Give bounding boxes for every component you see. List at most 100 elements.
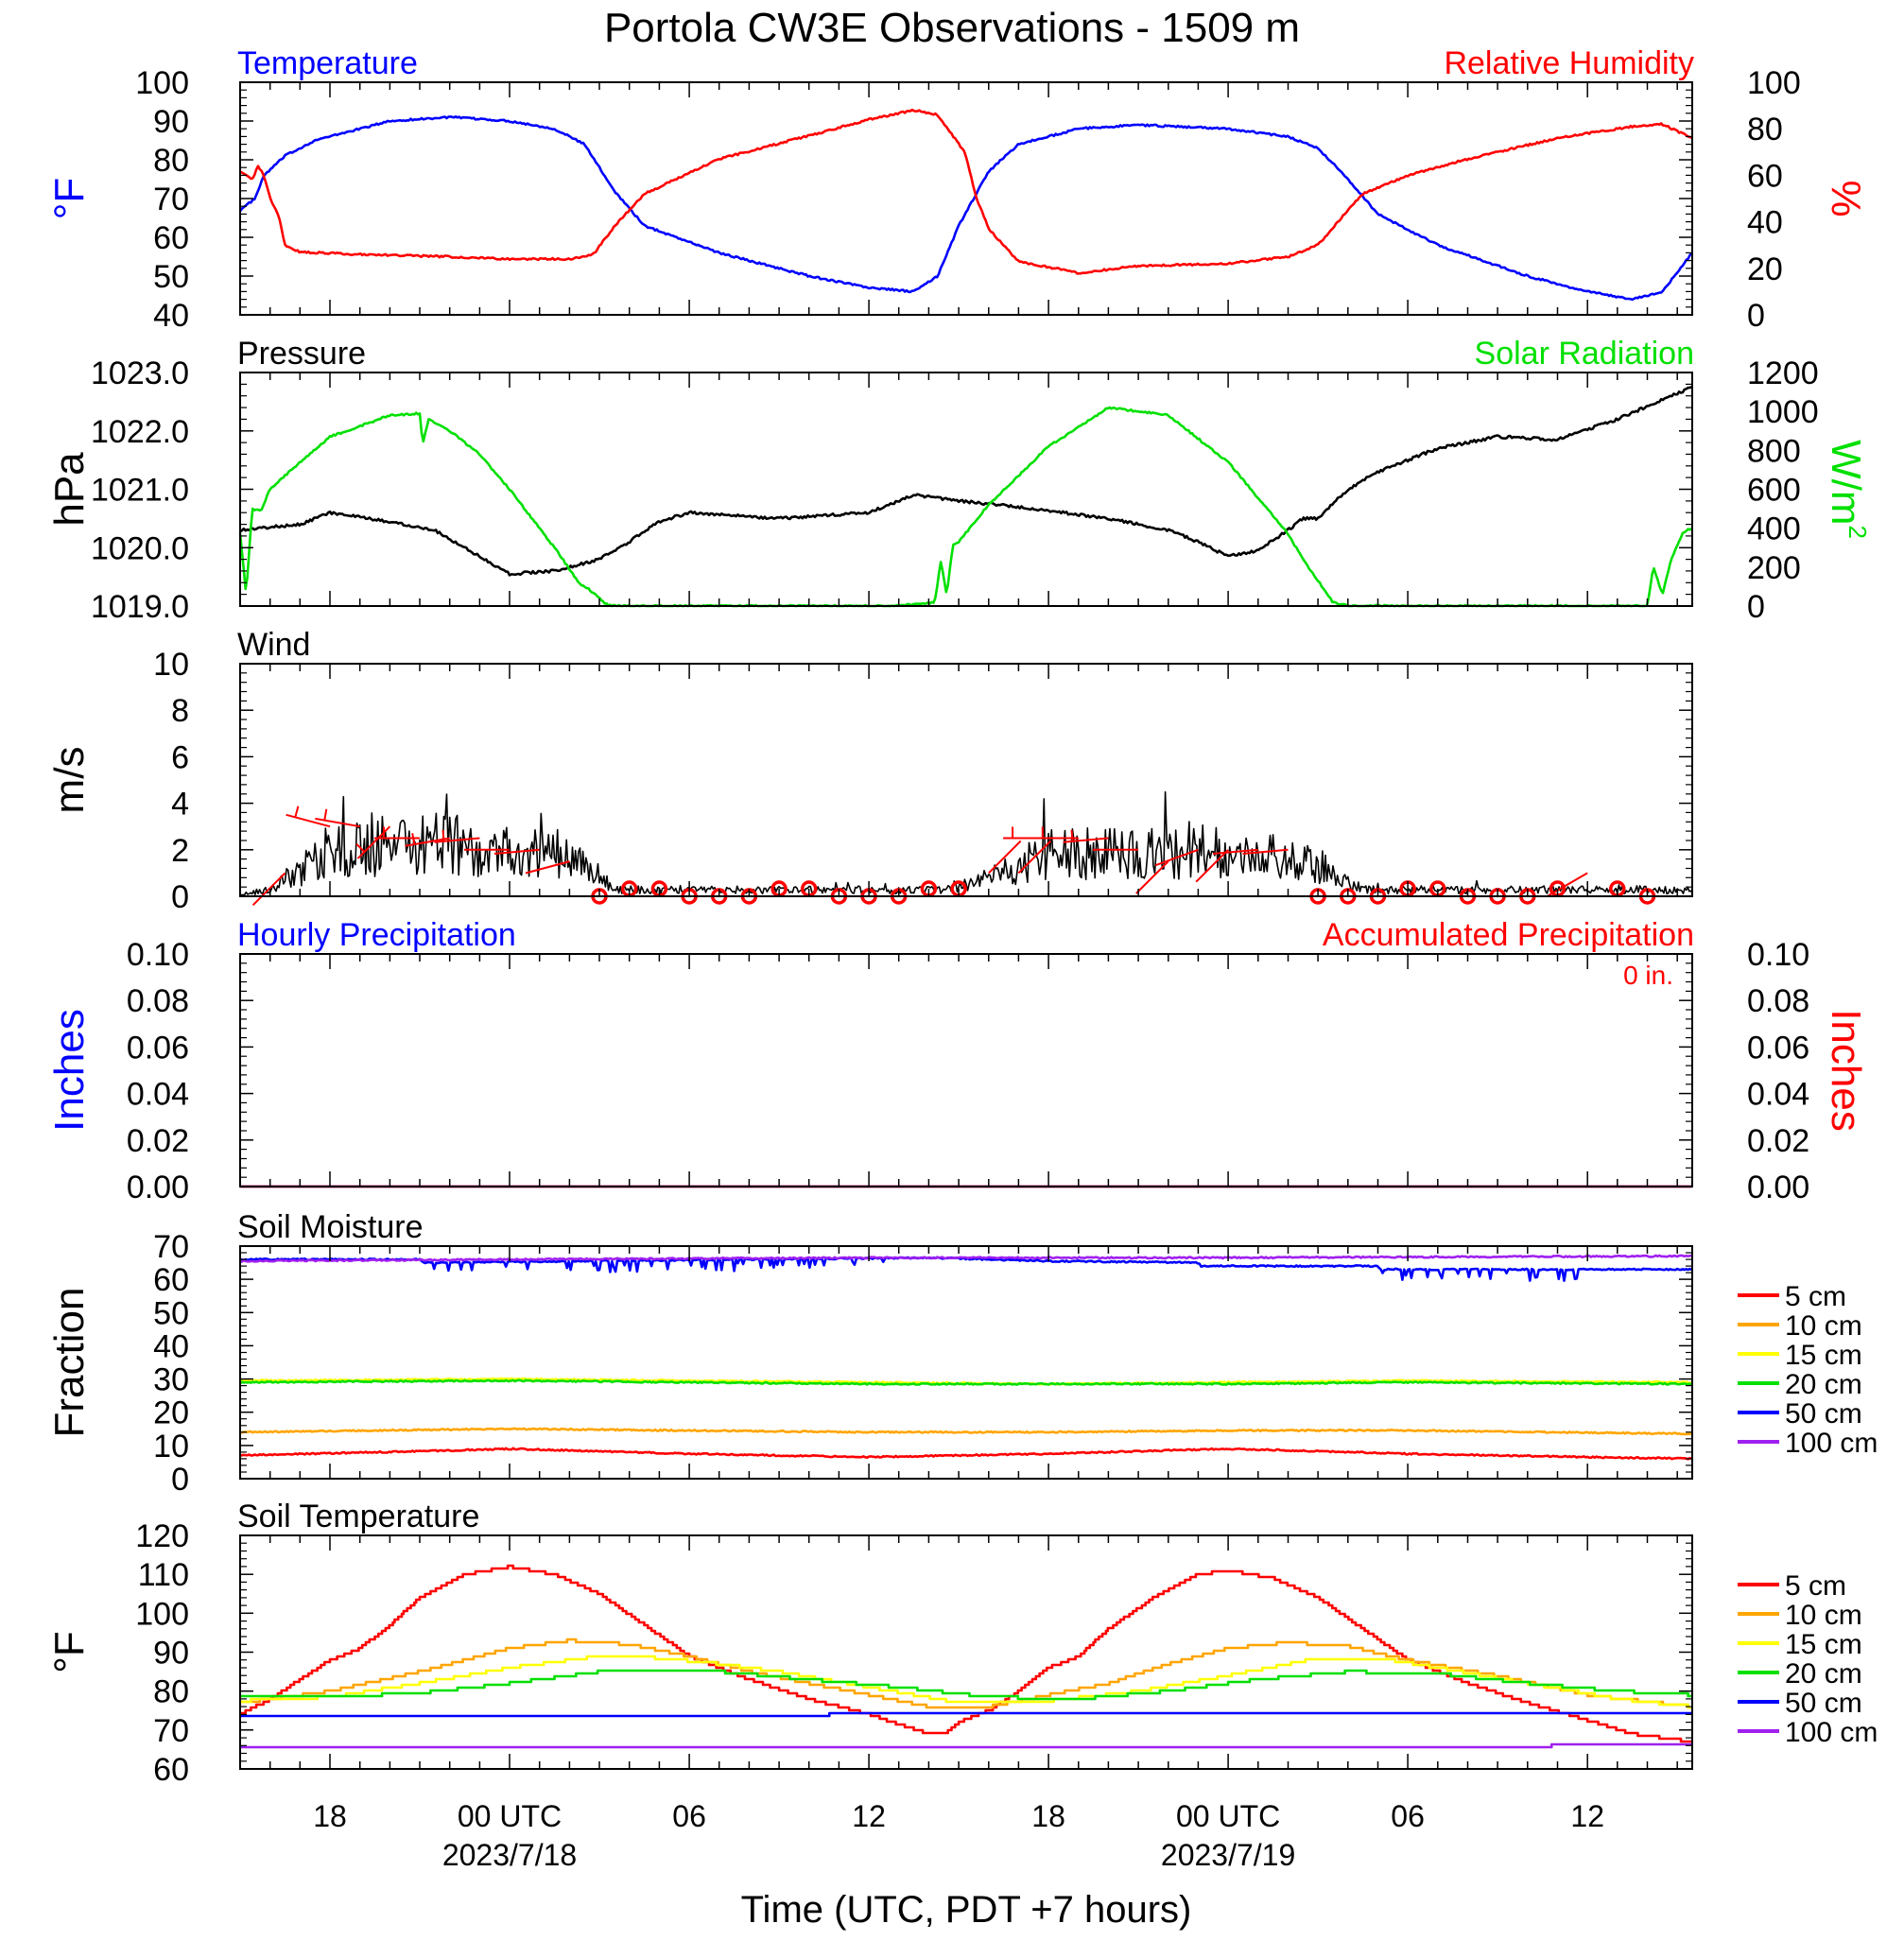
time-tick-label: 12 bbox=[1570, 1799, 1604, 1833]
left-tick-label: 2 bbox=[171, 833, 189, 869]
left-axis-label: °F bbox=[46, 1631, 93, 1672]
right-tick-label: 100 bbox=[1747, 65, 1801, 101]
panel-frame bbox=[239, 372, 1693, 607]
left-tick-label: 30 bbox=[153, 1362, 189, 1398]
series-soil-temperature-100-cm bbox=[240, 1742, 1692, 1749]
time-tick-label: 18 bbox=[1031, 1799, 1065, 1833]
panel-left-title: Hourly Precipitation bbox=[237, 917, 516, 953]
time-tick-label: 18 bbox=[313, 1799, 347, 1833]
panel-pressure-solar: 1019.0 1020.0 1021.0 1022.0 1023.0 0200400600… bbox=[46, 336, 1872, 625]
legend-entry-20-cm: 20 cm bbox=[1785, 1369, 1862, 1400]
left-tick-label: 70 bbox=[153, 182, 189, 217]
left-tick-label: 0.06 bbox=[127, 1030, 189, 1066]
panel-left-title: Temperature bbox=[237, 45, 418, 81]
left-tick-label: 20 bbox=[153, 1395, 189, 1431]
wind-barb bbox=[1063, 829, 1109, 843]
wind-barb bbox=[1017, 840, 1052, 875]
right-tick-label: 0 bbox=[1747, 589, 1765, 625]
left-tick-label: 1023.0 bbox=[91, 355, 189, 391]
series-temp-rh-relative-humidity bbox=[239, 108, 1692, 275]
left-tick-label: 8 bbox=[171, 693, 189, 729]
left-tick-label: 80 bbox=[153, 143, 189, 179]
time-tick-label: 12 bbox=[852, 1799, 886, 1833]
series-soil-moisture-100-cm bbox=[239, 1254, 1692, 1263]
series-soil-moisture-10-cm bbox=[239, 1427, 1692, 1436]
left-tick-label: 60 bbox=[153, 1262, 189, 1298]
left-tick-label: 110 bbox=[138, 1557, 189, 1593]
right-tick-label: 0.08 bbox=[1747, 983, 1809, 1019]
panel-left-title: Pressure bbox=[237, 336, 366, 372]
legend-entry-20-cm: 20 cm bbox=[1785, 1658, 1862, 1690]
panel-left-title: Wind bbox=[237, 627, 310, 663]
legend-entry-10-cm: 10 cm bbox=[1785, 1310, 1862, 1342]
wind-barb bbox=[988, 840, 1022, 875]
right-tick-label: 0.06 bbox=[1747, 1030, 1809, 1066]
left-tick-label: 0.08 bbox=[127, 983, 189, 1019]
left-tick-label: 100 bbox=[135, 1596, 189, 1632]
right-tick-label: 1000 bbox=[1747, 394, 1819, 430]
panel-right-title: Relative Humidity bbox=[1444, 45, 1694, 81]
legend-entry-15-cm: 15 cm bbox=[1785, 1629, 1862, 1660]
left-axis-label: m/s bbox=[46, 747, 93, 814]
series-soil-moisture-5-cm bbox=[239, 1447, 1692, 1461]
right-axis-label: Inches bbox=[1823, 1009, 1869, 1132]
right-tick-label: 80 bbox=[1747, 112, 1783, 147]
left-tick-label: 1019.0 bbox=[91, 589, 189, 625]
legend-entry-5-cm: 5 cm bbox=[1785, 1281, 1846, 1312]
time-tick-label: 06 bbox=[1391, 1799, 1425, 1833]
left-tick-label: 10 bbox=[153, 1429, 189, 1464]
series-soil-temperature-20-cm bbox=[240, 1669, 1692, 1701]
left-tick-label: 0 bbox=[171, 879, 189, 915]
left-tick-label: 0.10 bbox=[127, 937, 189, 973]
legend-entry-50-cm: 50 cm bbox=[1785, 1398, 1862, 1430]
wind-barb bbox=[251, 872, 286, 907]
left-tick-label: 70 bbox=[153, 1229, 189, 1265]
series-soil-temperature-50-cm bbox=[240, 1711, 1692, 1718]
legend-entry-100-cm: 100 cm bbox=[1785, 1428, 1878, 1459]
left-tick-label: 10 bbox=[153, 647, 189, 683]
wind-barb bbox=[434, 829, 480, 843]
left-tick-label: 60 bbox=[153, 1752, 189, 1788]
left-tick-label: 40 bbox=[153, 1328, 189, 1364]
time-axis: 18 00 UTC 06 12 18 00 UTC 06 12 2023/7/18 2023/7/… bbox=[313, 1799, 1604, 1872]
panel-frame bbox=[239, 1534, 1693, 1770]
series-pressure-solar-pressure bbox=[239, 386, 1692, 577]
time-tick-label: 06 bbox=[672, 1799, 706, 1833]
chart-title: Portola CW3E Observations - 1509 m bbox=[604, 5, 1300, 51]
right-axis-label: % bbox=[1823, 180, 1869, 217]
right-axis-label: W/m2 bbox=[1823, 440, 1872, 539]
left-tick-label: 90 bbox=[153, 104, 189, 140]
series-soil-moisture-20-cm bbox=[239, 1378, 1692, 1386]
left-tick-label: 1021.0 bbox=[91, 473, 189, 509]
wind-barb bbox=[493, 848, 540, 855]
panel-left-title: Soil Temperature bbox=[237, 1499, 479, 1534]
panel-right-title: Accumulated Precipitation bbox=[1323, 917, 1694, 953]
wind-barb bbox=[1548, 872, 1588, 897]
panel-left-title: Soil Moisture bbox=[237, 1209, 424, 1245]
panel-frame bbox=[239, 1245, 1693, 1480]
right-tick-label: 1200 bbox=[1747, 355, 1819, 391]
left-tick-label: 1022.0 bbox=[91, 414, 189, 450]
wind-barb bbox=[286, 806, 331, 828]
panel-precip: 0.00 0.02 0.04 0.06 0.08 0.10 0.00 0.02 0.04 0.06… bbox=[46, 917, 1869, 1205]
left-tick-label: 70 bbox=[153, 1713, 189, 1749]
legend-entry-5-cm: 5 cm bbox=[1785, 1570, 1846, 1602]
right-tick-label: 0.00 bbox=[1747, 1170, 1809, 1205]
left-tick-label: 6 bbox=[171, 739, 189, 775]
left-tick-label: 100 bbox=[135, 65, 189, 101]
left-tick-label: 1020.0 bbox=[91, 530, 189, 566]
right-tick-label: 0 bbox=[1747, 298, 1765, 334]
date-label: 2023/7/19 bbox=[1161, 1838, 1295, 1872]
wind-barb bbox=[525, 860, 570, 875]
legend-entry-15-cm: 15 cm bbox=[1785, 1340, 1862, 1371]
left-axis-label: hPa bbox=[46, 452, 93, 527]
left-tick-label: 90 bbox=[153, 1636, 189, 1672]
wind-barb bbox=[315, 808, 360, 828]
right-tick-label: 400 bbox=[1747, 511, 1801, 547]
left-tick-label: 40 bbox=[153, 298, 189, 334]
